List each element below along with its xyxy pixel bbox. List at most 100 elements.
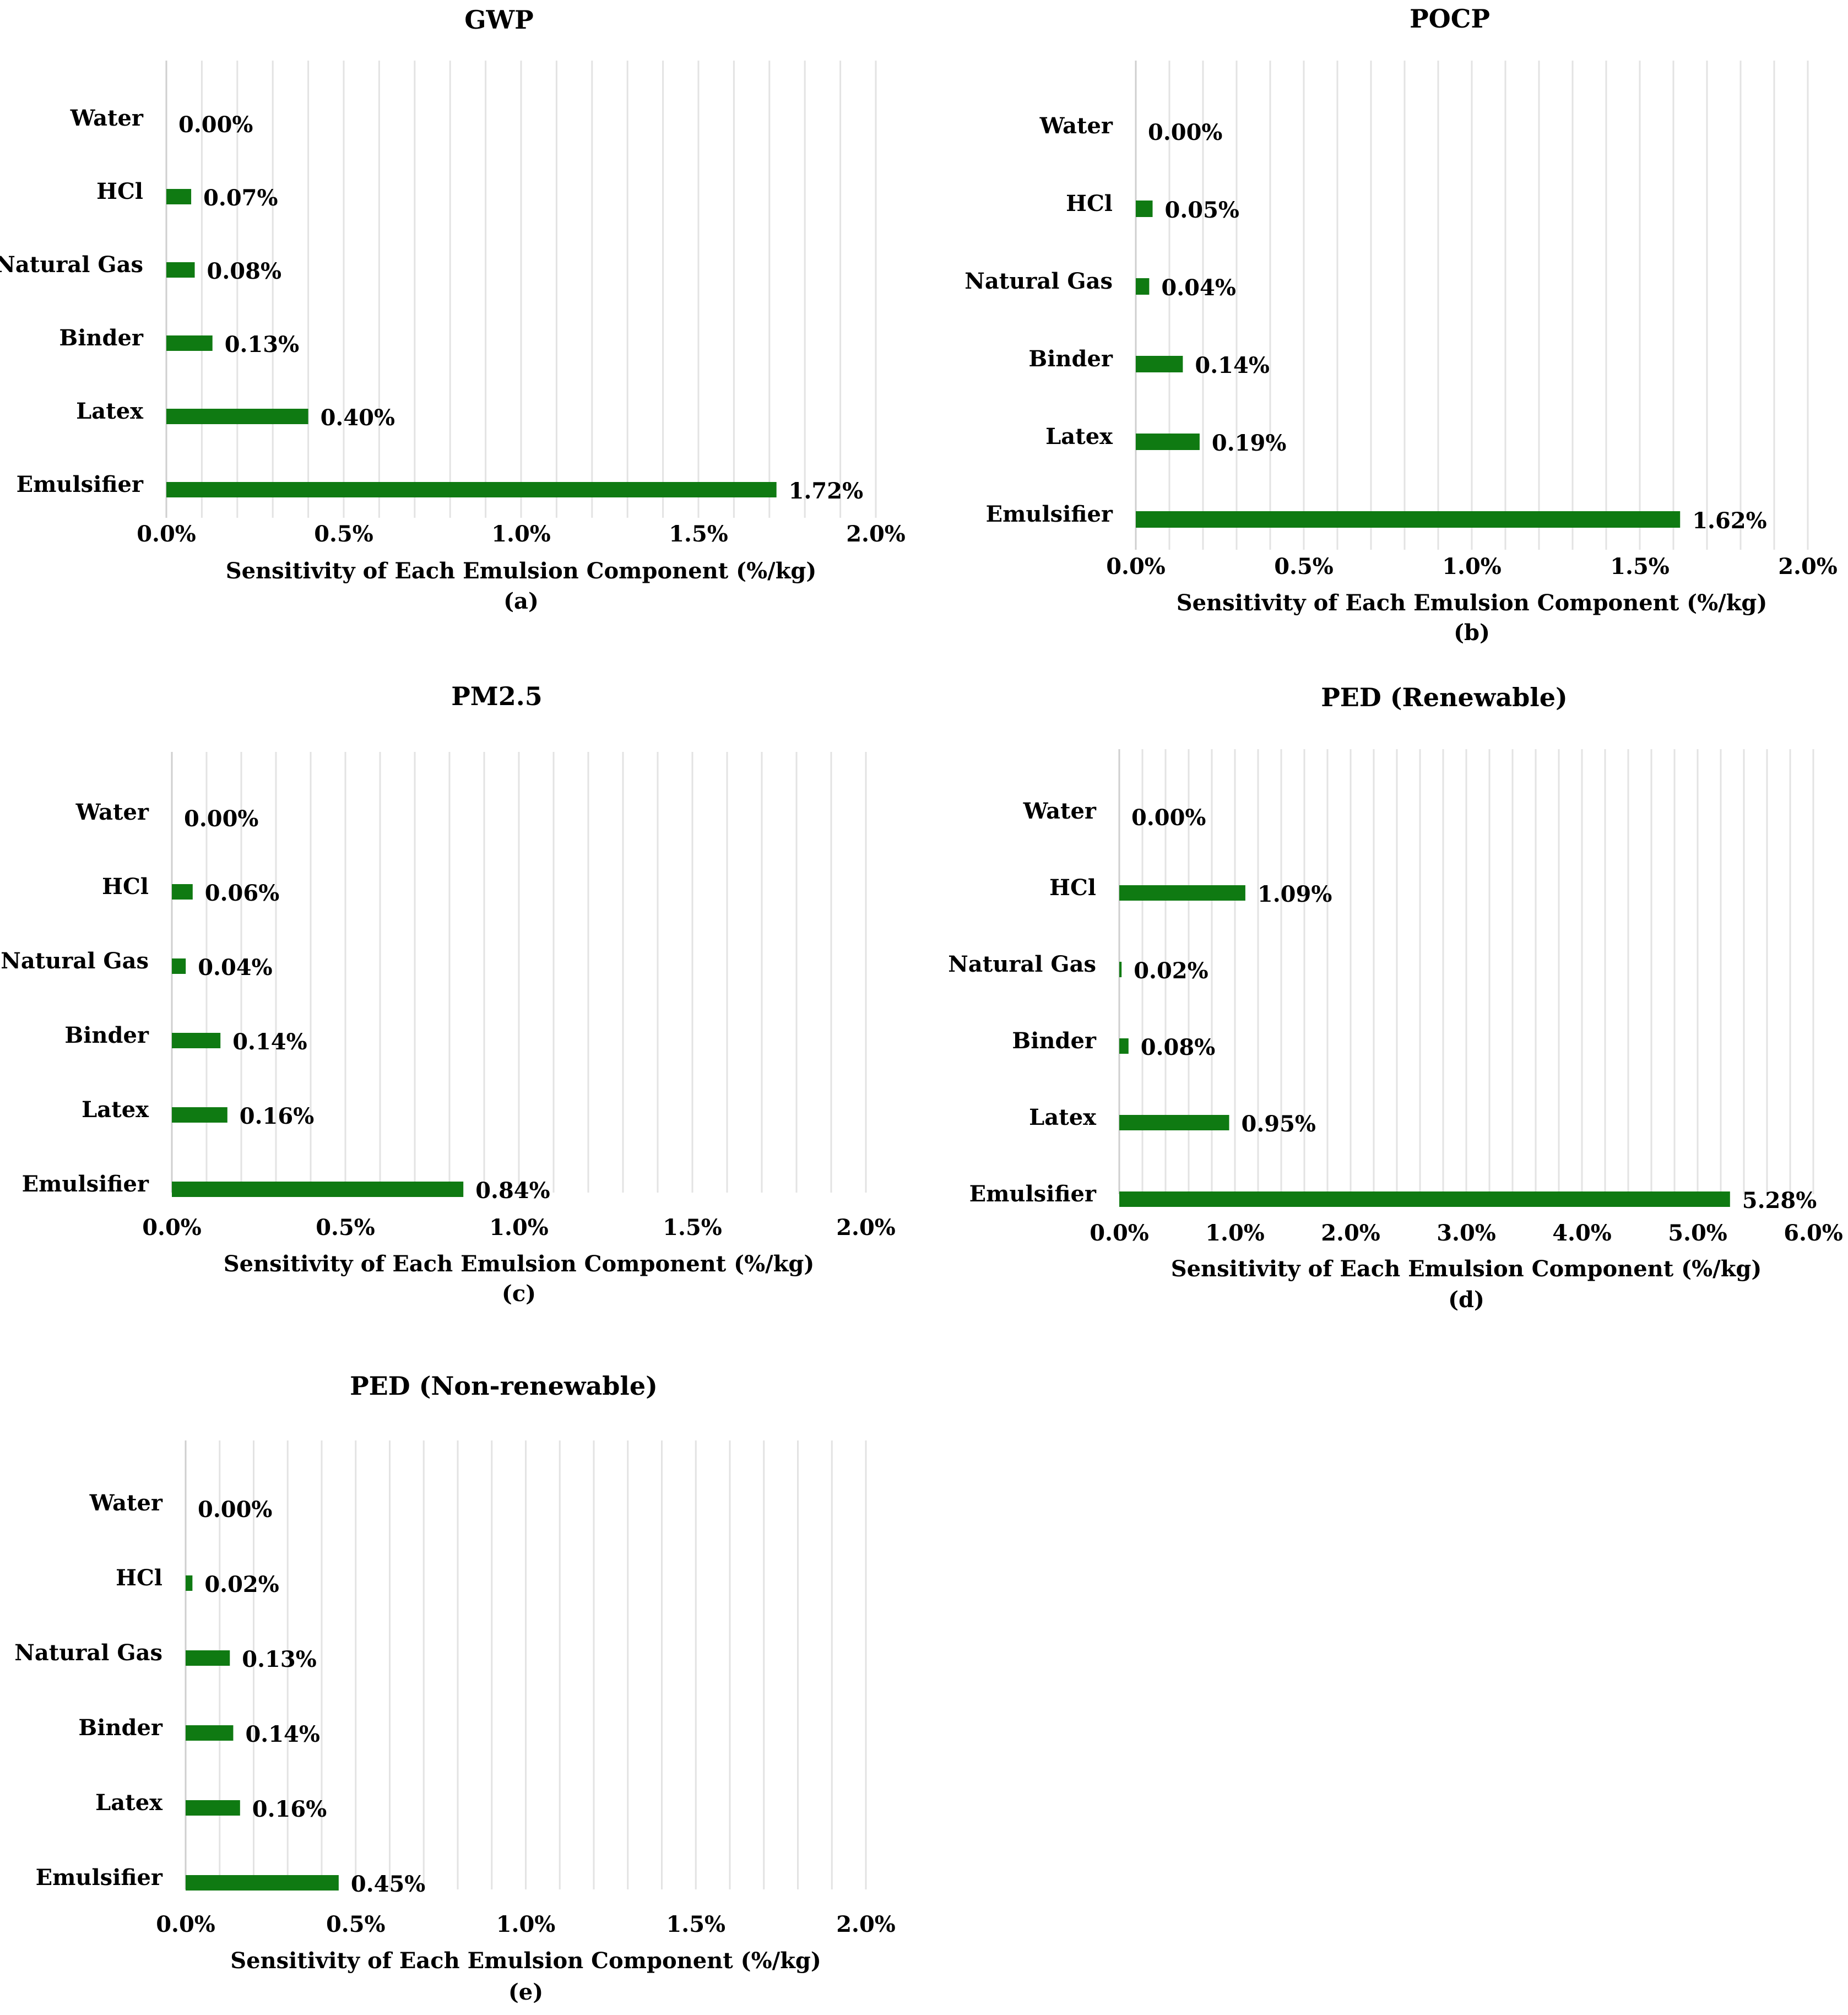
x-tick-label: 0.5% <box>326 1911 386 1937</box>
bar-latex <box>172 1107 227 1123</box>
category-label-natural-gas: Natural Gas <box>948 951 1096 977</box>
data-label-water: 0.00% <box>198 1497 272 1523</box>
bar-emulsifier <box>172 1182 464 1197</box>
panel-caption: (c) <box>502 1281 536 1307</box>
data-label-water: 0.00% <box>184 806 258 832</box>
x-tick-label: 2.0% <box>1778 554 1838 579</box>
x-tick-label: 0.0% <box>142 1215 202 1241</box>
x-tick-label: 2.0% <box>836 1215 896 1241</box>
panel-caption: (b) <box>1454 620 1490 646</box>
category-label-emulsifier: Emulsifier <box>969 1181 1097 1207</box>
bar-hcl <box>166 189 192 204</box>
x-tick-label: 3.0% <box>1437 1220 1496 1246</box>
data-label-hcl: 0.07% <box>203 185 278 211</box>
data-label-emulsifier: 0.45% <box>351 1871 425 1897</box>
data-label-binder: 0.14% <box>245 1721 319 1747</box>
x-tick-label: 4.0% <box>1552 1220 1612 1246</box>
bar-binder <box>1119 1038 1129 1054</box>
bar-latex <box>186 1800 240 1816</box>
data-label-emulsifier: 1.62% <box>1692 508 1766 534</box>
data-label-latex: 0.95% <box>1242 1111 1316 1137</box>
chart-panel-gwp: GWP Water 0.00% HCl 0.07% Natural Gas 0.08% Bin… <box>0 0 920 622</box>
x-tick-label: 1.0% <box>1442 554 1502 579</box>
bar-natural-gas <box>172 958 186 974</box>
bar-hcl <box>1136 201 1153 217</box>
category-label-water: Water <box>1039 113 1113 139</box>
x-tick-label: 0.0% <box>156 1911 215 1937</box>
category-label-binder: Binder <box>78 1715 163 1741</box>
chart-panel-pm25: PM2.5 Water 0.00% HCl 0.06% Natural Gas 0.04% B… <box>0 678 920 1333</box>
chart-panel-ped-renewable: PED (Renewable) Water 0.00% HCl 1.09% Natural… <box>920 678 1848 1333</box>
category-label-water: Water <box>1023 798 1097 824</box>
bar-latex <box>166 409 308 424</box>
chart-gwp: GWP Water 0.00% HCl 0.07% Natural Gas 0.08% Bin… <box>0 5 906 614</box>
category-label-hcl: HCl <box>1066 191 1113 216</box>
category-label-binder: Binder <box>64 1022 149 1048</box>
category-label-binder: Binder <box>1028 346 1113 372</box>
bar-latex <box>1136 434 1200 450</box>
x-tick-label: 0.5% <box>314 521 373 547</box>
x-tick-label: 1.0% <box>496 1911 556 1937</box>
category-label-natural-gas: Natural Gas <box>0 252 143 278</box>
data-label-emulsifier: 0.84% <box>475 1178 550 1204</box>
bar-emulsifier <box>186 1875 339 1891</box>
data-label-emulsifier: 5.28% <box>1742 1188 1817 1214</box>
panel-caption: (a) <box>503 588 539 614</box>
chart-ped-nonrenewable: PED (Non-renewable) Water 0.00% HCl 0.02% Nat… <box>14 1371 896 2005</box>
bar-emulsifier <box>1119 1191 1730 1207</box>
chart-title: GWP <box>464 5 534 35</box>
x-axis-label: Sensitivity of Each Emulsion Component (… <box>224 1251 815 1277</box>
x-tick-label: 0.0% <box>1090 1220 1149 1246</box>
data-label-natural-gas: 0.04% <box>198 955 272 981</box>
chart-title: PED (Renewable) <box>1321 682 1568 712</box>
x-axis-label: Sensitivity of Each Emulsion Component (… <box>1171 1256 1762 1282</box>
x-tick-label: 1.0% <box>1205 1220 1265 1246</box>
chart-pm25: PM2.5 Water 0.00% HCl 0.06% Natural Gas 0.04% B… <box>1 681 896 1307</box>
x-tick-label: 6.0% <box>1784 1220 1843 1246</box>
bar-natural-gas <box>1119 962 1122 977</box>
category-label-latex: Latex <box>95 1790 163 1816</box>
bar-natural-gas <box>186 1650 230 1666</box>
chart-title: PED (Non-renewable) <box>350 1371 658 1401</box>
data-label-water: 0.00% <box>178 112 253 138</box>
x-tick-label: 2.0% <box>836 1911 896 1937</box>
category-label-water: Water <box>75 799 149 825</box>
category-label-latex: Latex <box>82 1097 149 1123</box>
category-label-hcl: HCl <box>116 1565 162 1591</box>
category-label-latex: Latex <box>1045 424 1113 449</box>
category-label-hcl: HCl <box>96 178 143 204</box>
category-label-emulsifier: Emulsifier <box>36 1865 163 1891</box>
chart-panel-ped-nonrenewable: PED (Non-renewable) Water 0.00% HCl 0.02% Nat… <box>0 1366 920 2011</box>
data-label-emulsifier: 1.72% <box>789 478 863 504</box>
category-label-natural-gas: Natural Gas <box>14 1640 162 1666</box>
data-label-hcl: 0.05% <box>1165 197 1239 223</box>
data-label-latex: 0.16% <box>252 1796 327 1822</box>
chart-panel-pocp: POCP Water 0.00% HCl 0.05% Natural Gas 0.04% Bi… <box>920 0 1848 661</box>
bar-latex <box>1119 1115 1229 1130</box>
data-label-hcl: 0.06% <box>205 880 279 906</box>
chart-pocp: POCP Water 0.00% HCl 0.05% Natural Gas 0.04% Bi… <box>964 4 1838 646</box>
x-tick-label: 1.0% <box>489 1215 549 1241</box>
category-label-hcl: HCl <box>1049 875 1096 901</box>
category-label-emulsifier: Emulsifier <box>22 1171 149 1197</box>
chart-title: PM2.5 <box>451 681 543 711</box>
bar-binder <box>166 335 213 351</box>
category-label-emulsifier: Emulsifier <box>986 501 1113 527</box>
category-label-emulsifier: Emulsifier <box>17 472 144 497</box>
x-tick-label: 0.0% <box>1106 554 1166 579</box>
bar-binder <box>172 1033 221 1048</box>
category-label-latex: Latex <box>1029 1104 1097 1130</box>
x-axis-label: Sensitivity of Each Emulsion Component (… <box>1177 590 1768 616</box>
panel-caption: (e) <box>508 1979 543 2005</box>
data-label-binder: 0.14% <box>1195 353 1269 378</box>
data-label-binder: 0.13% <box>225 332 299 358</box>
data-label-binder: 0.14% <box>232 1029 307 1055</box>
x-tick-label: 0.0% <box>137 521 196 547</box>
category-label-latex: Latex <box>76 398 144 424</box>
category-label-water: Water <box>70 105 144 131</box>
x-tick-label: 0.5% <box>1274 554 1334 579</box>
category-label-natural-gas: Natural Gas <box>1 948 149 974</box>
x-tick-label: 1.5% <box>663 1215 722 1241</box>
data-label-latex: 0.40% <box>321 405 395 431</box>
x-tick-label: 1.5% <box>666 1911 725 1937</box>
